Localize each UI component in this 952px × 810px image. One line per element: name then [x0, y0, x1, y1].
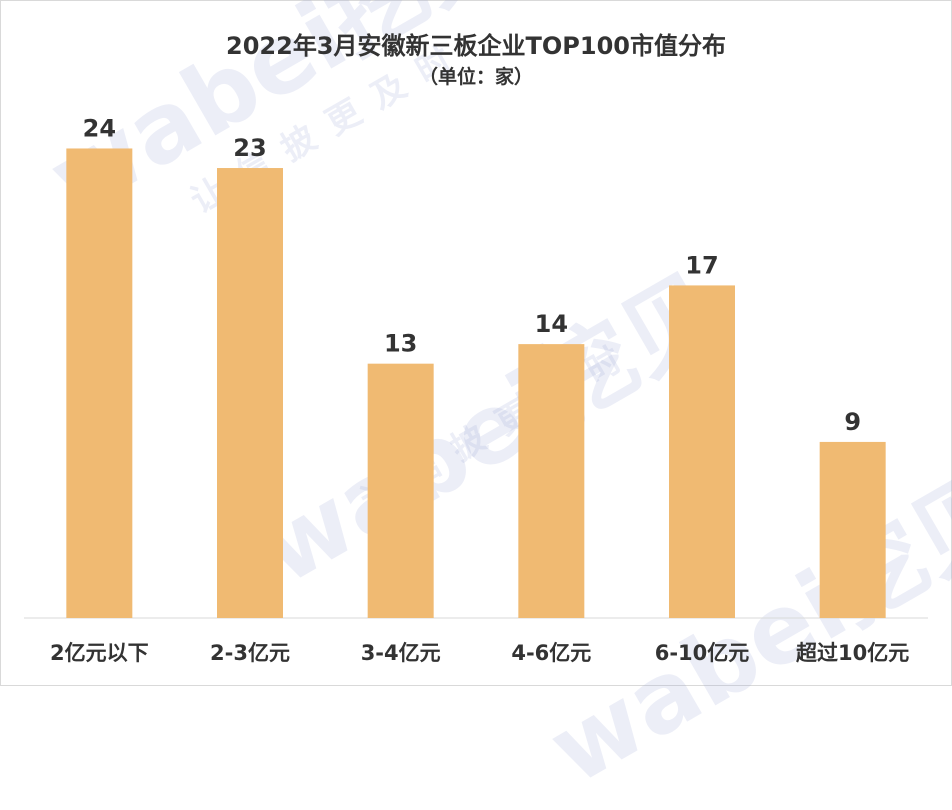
data-label-0: 24: [83, 114, 116, 142]
x-tick-label-2: 3-4亿元: [361, 641, 441, 665]
x-tick-label-1: 2-3亿元: [210, 641, 290, 665]
bar-5: [819, 441, 886, 618]
bar-2: [367, 363, 434, 618]
bar-1: [217, 168, 283, 618]
data-label-1: 23: [233, 134, 266, 162]
x-tick-label-3: 4-6亿元: [511, 641, 591, 665]
chart-title: 2022年3月安徽新三板企业TOP100市值分布: [226, 32, 726, 60]
chart-subtitle: （单位：家）: [418, 66, 533, 88]
bar-chart: 24 2亿元以下 23 2-3亿元 13 3-4亿元 14 4-6亿元 17 6-10亿元 9 超过1…: [24, 114, 928, 665]
bar-4: [669, 285, 735, 618]
data-label-4: 17: [685, 251, 718, 279]
chart-frame: [0, 0, 952, 686]
data-label-2: 13: [384, 330, 417, 358]
x-tick-label-5: 超过10亿元: [796, 641, 909, 665]
data-label-5: 9: [844, 408, 861, 436]
x-tick-label-0: 2亿元以下: [50, 641, 149, 665]
bar-0: [66, 148, 133, 619]
x-tick-label-4: 6-10亿元: [655, 641, 750, 665]
data-label-3: 14: [535, 310, 568, 338]
bar-3: [518, 344, 585, 618]
